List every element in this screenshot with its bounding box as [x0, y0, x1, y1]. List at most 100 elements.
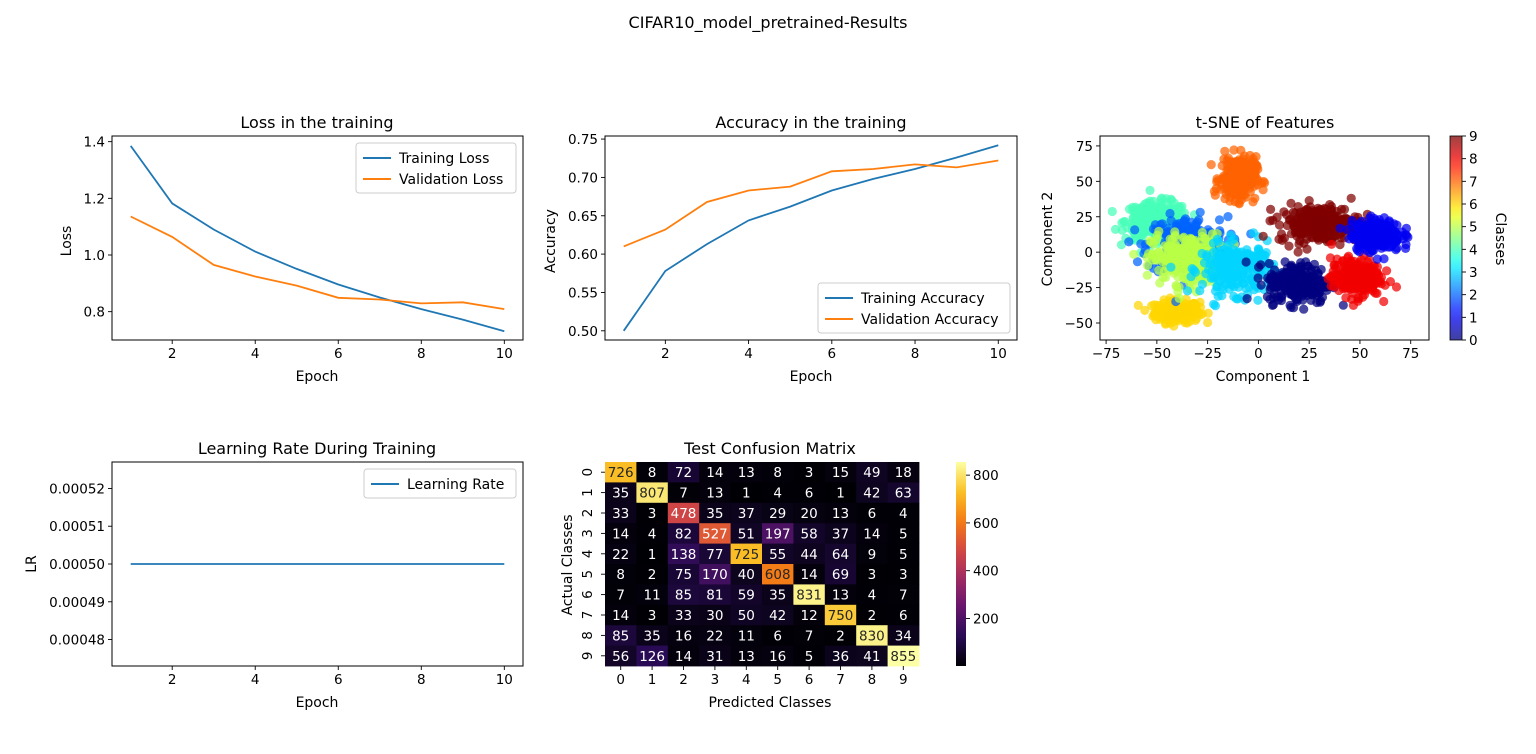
cm-cell: [887, 625, 920, 646]
tsne-point: [1372, 254, 1382, 264]
tsne-point: [1391, 282, 1402, 292]
cm-cell: [730, 462, 763, 483]
tsne-point: [1325, 200, 1335, 210]
tsne-point: [1154, 265, 1164, 275]
tsne-point: [1384, 233, 1394, 244]
tsne-point: [1379, 254, 1389, 264]
tsne-point: [1194, 215, 1204, 225]
tsne-chart: t-SNE of Features Component 1 Component …: [1040, 113, 1508, 385]
accuracy-chart-title: Accuracy in the training: [715, 113, 906, 132]
tsne-point: [1226, 278, 1236, 288]
tsne-point: [1335, 240, 1345, 250]
cm-cell-value: 8: [773, 465, 782, 481]
tsne-point: [1142, 270, 1152, 280]
legend-label: Training Loss: [398, 151, 489, 167]
tsne-point: [1286, 302, 1296, 312]
colorbar-tick-label: 5: [1469, 220, 1478, 236]
tsne-point: [1293, 247, 1303, 257]
tsne-point: [1156, 201, 1167, 211]
colorbar-tick-label: 6: [1469, 197, 1478, 213]
tsne-point: [1195, 207, 1205, 217]
tsne-chart-title: t-SNE of Features: [1196, 113, 1335, 132]
series-line: [623, 159, 999, 248]
tsne-point: [1286, 275, 1296, 286]
tsne-point: [1191, 305, 1201, 315]
tsne-point: [1212, 234, 1222, 244]
y-tick-label: 0.70: [568, 170, 598, 186]
cm-x-label: Predicted Classes: [709, 695, 832, 711]
tsne-point: [1356, 272, 1366, 282]
tsne-point: [1165, 208, 1175, 219]
cm-cell: [667, 564, 700, 585]
cm-cell: [793, 482, 826, 504]
y-tick-label: 1.0: [84, 248, 105, 264]
y-tick-label: 7: [580, 611, 596, 620]
colorbar-tick-label: 3: [1469, 265, 1478, 281]
x-tick-label: −50: [1143, 346, 1172, 362]
tsne-point: [1241, 160, 1251, 171]
tsne-point: [1220, 146, 1230, 156]
tsne-point: [1266, 204, 1276, 214]
cm-cell: [824, 604, 857, 626]
cm-cell: [699, 523, 731, 544]
y-tick-label: 8: [580, 631, 596, 640]
cm-cell: [667, 604, 700, 626]
x-tick-label: 4: [251, 672, 260, 688]
cm-cell-value: 22: [612, 547, 629, 563]
cm-cell: [636, 462, 669, 483]
tsne-point: [1181, 294, 1191, 304]
y-tick-label: 0.8: [84, 305, 105, 321]
tsne-point: [1265, 294, 1275, 304]
x-tick-label: 0: [616, 672, 625, 688]
x-tick-label: −75: [1092, 346, 1121, 362]
x-tick-label: 10: [496, 346, 513, 362]
tsne-point: [1172, 256, 1182, 266]
y-tick-label: 1: [580, 488, 596, 497]
tsne-point: [1282, 210, 1292, 220]
cm-cell: [699, 584, 731, 606]
legend-box: [363, 468, 517, 499]
colorbar-tick-label: 7: [1469, 174, 1478, 190]
tsne-point: [1274, 234, 1284, 244]
cm-cell-value: 750: [828, 608, 854, 624]
plot-frame: [111, 135, 524, 341]
cm-cell-value: 2: [648, 567, 657, 583]
x-tick-label: 5: [773, 672, 782, 688]
cm-cell: [699, 625, 731, 646]
cm-cell-value: 726: [608, 465, 634, 481]
cm-cell-value: 49: [863, 465, 880, 481]
tsne-point: [1180, 214, 1191, 224]
y-tick-label: 0: [1084, 245, 1093, 261]
y-tick-label: −25: [1065, 281, 1094, 297]
cm-cell-value: 31: [706, 649, 723, 665]
cm-cell-value: 14: [612, 608, 629, 624]
cm-cell-value: 6: [773, 628, 782, 644]
x-tick-label: 1: [648, 672, 657, 688]
cm-cell-value: 14: [612, 526, 629, 542]
cm-cell-value: 170: [702, 567, 728, 583]
x-tick-label: 2: [168, 672, 177, 688]
tsne-point: [1366, 224, 1376, 234]
colorbar-tick-label: 800: [973, 468, 999, 484]
cm-cell-value: 85: [675, 588, 692, 604]
tsne-point: [1122, 223, 1132, 233]
y-tick-label: 0.60: [568, 247, 598, 263]
tsne-point: [1157, 257, 1168, 267]
cm-cell-value: 77: [706, 547, 723, 563]
cm-cell-value: 8: [648, 465, 657, 481]
tsne-point: [1401, 239, 1411, 250]
tsne-point: [1366, 211, 1376, 221]
tsne-point: [1206, 160, 1216, 170]
accuracy-y-label: Accuracy: [543, 209, 559, 273]
cm-cell-value: 126: [639, 649, 665, 665]
tsne-point: [1177, 309, 1187, 319]
tsne-point: [1182, 286, 1193, 296]
cm-cell: [793, 523, 826, 544]
cm-cell: [636, 523, 669, 544]
legend-box: [355, 142, 517, 194]
cm-cell: [605, 645, 637, 667]
tsne-point: [1294, 226, 1304, 236]
legend-label: Validation Accuracy: [861, 312, 999, 328]
tsne-point: [1299, 304, 1309, 314]
cm-cell: [887, 482, 920, 504]
